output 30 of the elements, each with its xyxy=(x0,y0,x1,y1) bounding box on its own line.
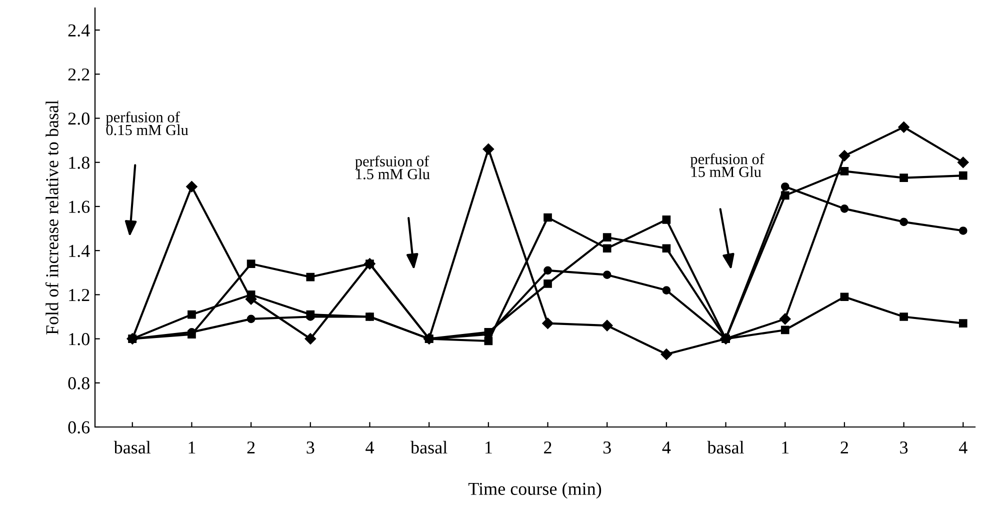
y-axis-title: Fold of increase relative to basal xyxy=(45,100,58,335)
y-tick-label: 1.8 xyxy=(69,156,90,169)
x-tick-label: 4 xyxy=(958,442,968,454)
x-tick-label: 3 xyxy=(306,441,314,454)
y-tick-label: 1.2 xyxy=(69,288,90,302)
y-tick-label: 2.0 xyxy=(68,112,90,125)
annotation: perfusion of 0.15 mM Glu xyxy=(106,111,188,136)
x-tick-label: basal xyxy=(707,440,744,454)
x-tick-label: 4 xyxy=(366,442,374,454)
x-tick-label: 4 xyxy=(662,442,671,454)
x-tick-label: basal xyxy=(410,440,448,454)
x-tick-label: 2 xyxy=(544,441,552,454)
x-tick-label: 1 xyxy=(188,442,196,454)
y-tick-label: 1.6 xyxy=(69,200,90,213)
y-tick-label: 1.0 xyxy=(69,333,90,346)
x-tick-label: 3 xyxy=(603,441,611,454)
x-tick-label: 3 xyxy=(900,441,908,454)
annotation: perfusion of 15 mM Glu xyxy=(690,153,764,178)
y-tick-label: 0.8 xyxy=(68,377,90,390)
x-tick-label: 1 xyxy=(485,442,492,454)
y-tick-label: 0.6 xyxy=(68,421,90,434)
y-tick-label: 1.4 xyxy=(69,244,90,258)
x-tick-label: 2 xyxy=(840,441,848,454)
x-tick-label: 1 xyxy=(782,442,789,454)
y-tick-label: 2.2 xyxy=(68,68,90,81)
x-tick-label: basal xyxy=(114,440,151,454)
x-axis-title: Time course (min) xyxy=(468,482,602,499)
y-tick-label: 2.4 xyxy=(68,24,90,37)
x-tick-label: 2 xyxy=(247,441,255,454)
annotation: perfsuion of 1.5 mM Glu xyxy=(355,156,430,180)
